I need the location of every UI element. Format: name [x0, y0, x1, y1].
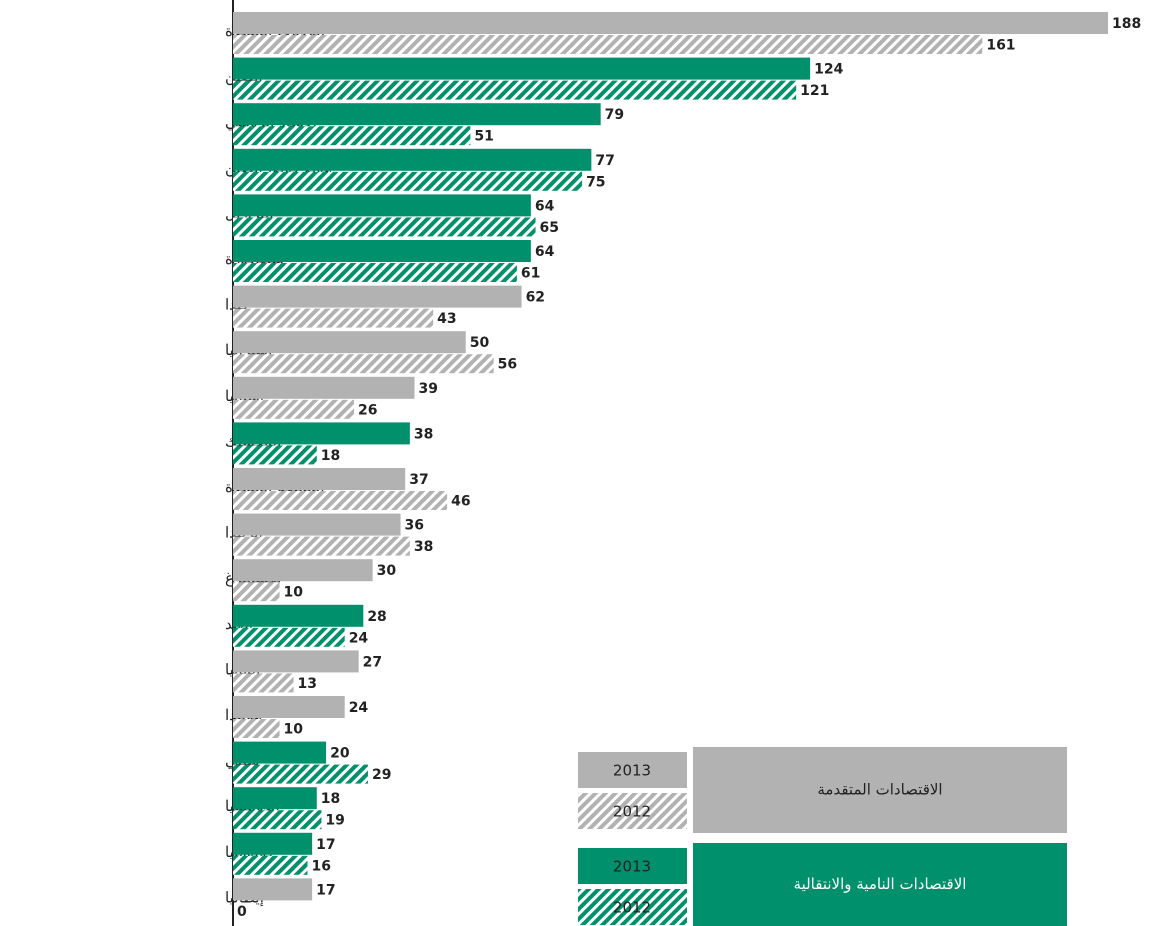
bar	[233, 582, 280, 602]
value-label: 121	[800, 83, 829, 99]
bar	[233, 764, 368, 784]
legend-swatch	[578, 793, 687, 829]
legend-label: 2012	[613, 803, 651, 821]
bar	[233, 445, 317, 465]
value-label: 65	[540, 220, 559, 236]
bar	[233, 126, 471, 146]
bar	[233, 35, 983, 54]
bar	[233, 148, 592, 171]
bar	[233, 240, 531, 262]
legend-group-label: الاقتصادات المتقدمة	[817, 781, 942, 799]
bar	[233, 559, 373, 582]
legend-label: 2013	[613, 858, 651, 876]
legend-group-label: الاقتصادات النامية والانتقالية	[794, 875, 967, 893]
value-label: 18	[321, 448, 340, 464]
value-label: 0	[237, 904, 247, 920]
value-label: 30	[377, 563, 397, 579]
bar	[233, 627, 345, 647]
value-label: 16	[311, 858, 330, 874]
value-label: 61	[521, 266, 540, 282]
value-label: 10	[284, 722, 304, 738]
value-label: 188	[1112, 16, 1141, 32]
bar	[233, 171, 583, 191]
value-label: 24	[349, 630, 369, 646]
bar	[233, 832, 313, 855]
value-label: 38	[414, 539, 433, 555]
bar	[233, 604, 364, 627]
value-label: 26	[358, 402, 377, 418]
value-label: 24	[349, 700, 369, 716]
value-label: 50	[470, 335, 490, 351]
value-label: 56	[498, 357, 517, 373]
value-label: 64	[535, 244, 555, 260]
bar	[233, 536, 410, 556]
value-label: 75	[586, 174, 605, 190]
value-label: 37	[409, 472, 428, 488]
value-label: 79	[605, 107, 624, 123]
value-label: 18	[321, 791, 340, 807]
bar	[233, 855, 308, 875]
value-label: 19	[325, 813, 344, 829]
bar	[233, 399, 355, 419]
bar	[233, 878, 313, 901]
value-label: 20	[330, 746, 350, 762]
bar	[233, 354, 494, 374]
bar	[233, 810, 322, 830]
bar	[233, 263, 517, 282]
bar	[233, 308, 434, 328]
value-label: 10	[284, 585, 304, 601]
bar	[233, 12, 1108, 34]
bar	[233, 696, 345, 718]
bar	[233, 376, 415, 399]
bar	[233, 103, 601, 126]
value-label: 28	[367, 609, 386, 625]
value-label: 161	[986, 38, 1015, 54]
bar	[233, 787, 317, 810]
bar	[233, 513, 401, 536]
bar	[233, 468, 406, 490]
value-label: 27	[363, 654, 382, 670]
bar	[233, 719, 280, 738]
value-label: 17	[316, 837, 335, 853]
bar	[233, 331, 466, 354]
value-label: 17	[316, 882, 335, 898]
legend-swatch	[578, 848, 687, 884]
value-label: 39	[419, 381, 438, 397]
bar	[233, 422, 410, 445]
legend-label: 2012	[613, 899, 651, 917]
legend-group-box	[693, 747, 1067, 833]
value-label: 62	[526, 290, 545, 306]
bar	[233, 285, 522, 308]
value-label: 46	[451, 494, 470, 510]
bar	[233, 650, 359, 673]
value-label: 51	[474, 129, 493, 145]
value-label: 38	[414, 426, 433, 442]
legend-label: 2013	[613, 762, 651, 780]
bar	[233, 194, 531, 217]
value-label: 64	[535, 198, 555, 214]
value-label: 43	[437, 311, 456, 327]
legend-swatch	[578, 752, 687, 788]
legend-swatch	[578, 889, 687, 925]
value-label: 124	[814, 62, 843, 78]
bar	[233, 80, 797, 100]
bar	[233, 217, 536, 237]
bar	[233, 673, 294, 693]
bar	[233, 57, 811, 80]
value-label: 77	[595, 153, 614, 169]
value-label: 13	[298, 676, 317, 692]
value-label: 36	[405, 518, 424, 534]
legend-group-box	[693, 843, 1067, 926]
bar	[233, 741, 327, 764]
value-label: 29	[372, 767, 391, 783]
bar	[233, 491, 448, 510]
